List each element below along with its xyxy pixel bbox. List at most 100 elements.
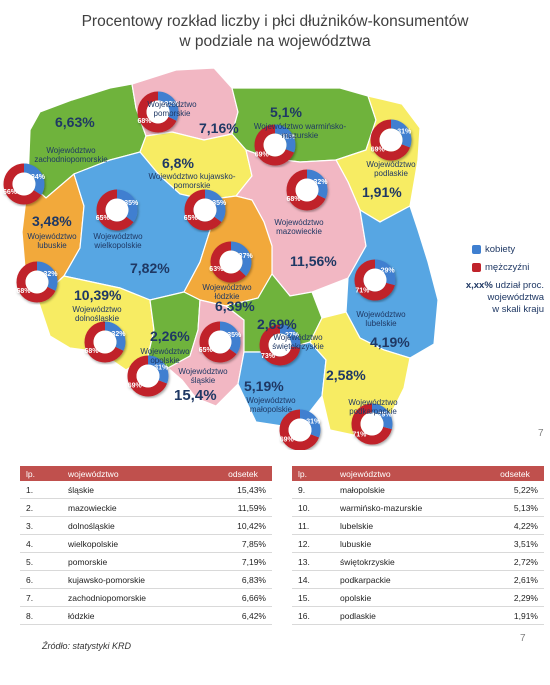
donut-men-label: 69% [371, 146, 386, 153]
donut-men-slice [259, 324, 301, 366]
donut-women-slice [157, 91, 179, 121]
legend-men: mężczyźni [472, 262, 529, 273]
donut-men-slice [137, 91, 177, 133]
source-note: Źródło: statystyki KRD [42, 641, 132, 651]
donut-men-label: 69% [280, 436, 295, 443]
donut-men-slice [96, 189, 134, 231]
donut-hole [363, 268, 387, 292]
donut-men-slice [370, 119, 411, 161]
donut-men-label: 65% [184, 215, 199, 222]
table-body-left: 1. śląskie 15,43% 2. mazowieckie 11,59% 3. doln… [20, 481, 272, 625]
map-page-number: 7 [538, 428, 544, 439]
cell-value: 6,66% [214, 588, 272, 607]
donut-men-label: 68% [84, 348, 99, 355]
cell-value: 4,22% [486, 516, 544, 535]
cell-region: warmińsko-mazurskie [334, 498, 486, 517]
donut-women-slice [147, 355, 169, 384]
donut-podlaskie: 31% 69% [370, 119, 412, 161]
cell-region: śląskie [62, 481, 214, 499]
share-dolnoslaskie: 10,39% [74, 287, 122, 303]
cell-lp: 11. [292, 516, 334, 535]
label-kujawsko-pomorskie: Województwo kujawsko-pomorskie [148, 172, 236, 190]
donut-women-slice [219, 321, 241, 355]
cell-lp: 13. [292, 552, 334, 571]
header-region: województwo [62, 466, 214, 481]
table-row: 6. kujawsko-pomorskie 6,83% [20, 570, 272, 589]
legend-men-label: mężczyźni [485, 262, 530, 273]
table-row: 16. podlaskie 1,91% [292, 606, 544, 625]
cell-lp: 1. [20, 481, 62, 499]
donut-hole [288, 418, 312, 442]
ranking-table-right: lp. województwo odsetek 9. małopolskie 5,2… [292, 466, 544, 625]
donut-men-label: 71% [352, 431, 367, 438]
table-row: 10. warmińsko-mazurskie 5,13% [292, 498, 544, 517]
donut-wielkopolskie: 35% 65% [96, 189, 139, 231]
legend-share-text-2: województwa [487, 292, 545, 303]
donut-women-label: 32% [44, 271, 59, 278]
legend-women-label: kobiety [485, 244, 516, 255]
donut-women-label: 27% [285, 332, 300, 339]
cell-lp: 8. [20, 606, 62, 625]
table-row: 7. zachodniopomorskie 6,66% [20, 588, 272, 607]
donut-hole [219, 250, 243, 274]
cell-region: podlaskie [334, 606, 486, 625]
donut-women-slice [390, 119, 412, 148]
share-opolskie: 2,26% [150, 328, 190, 344]
donut-malopolskie: 31% 69% [279, 409, 321, 450]
share-lubelskie: 4,19% [370, 334, 410, 350]
label-mazowieckie: Województwo mazowieckie [274, 218, 324, 236]
donut-men-label: 69% [128, 382, 143, 389]
donut-women-label: 37% [239, 253, 254, 260]
donut-zachodniopomorskie: 34% 66% [3, 163, 46, 205]
cell-lp: 15. [292, 588, 334, 607]
share-podlaskie: 1,91% [362, 184, 402, 200]
label-malopolskie: Województwo małopolskie [246, 396, 296, 414]
donut-women-label: 35% [227, 332, 242, 339]
donut-men-slice [16, 261, 56, 303]
ranking-table-left: lp. województwo odsetek 1. śląskie 15,43% 2… [20, 466, 272, 625]
voivodeship-regions [21, 67, 439, 437]
donut-women-slice [279, 324, 301, 348]
cell-lp: 9. [292, 481, 334, 499]
donut-hole [268, 333, 292, 357]
donut-men-slice [199, 321, 237, 363]
label-podkarpackie: Województwo podkarpackie [348, 398, 398, 416]
page-number: 7 [520, 633, 526, 644]
label-swietokrzyskie: Województwo świętokrzyskie [272, 333, 324, 351]
table-row: 14. podkarpackie 2,61% [292, 570, 544, 589]
donut-men-label: 69% [255, 151, 270, 158]
donut-hole [12, 172, 36, 196]
label-dolnoslaskie: Województwo dolnośląskie [72, 305, 122, 323]
donut-women-label: 32% [165, 101, 180, 108]
donut-men-slice [351, 403, 392, 445]
donut-men-label: 71% [355, 287, 370, 294]
cell-region: zachodniopomorskie [62, 588, 214, 607]
donut-swietokrzyskie: 27% 73% [259, 324, 301, 366]
cell-region: lubuskie [334, 534, 486, 553]
table-row: 13. świętokrzyskie 2,72% [292, 552, 544, 571]
donut-women-slice [230, 241, 252, 277]
donut-hole [208, 330, 232, 354]
label-podlaskie: Województwo podlaskie [366, 160, 416, 178]
table-row: 1. śląskie 15,43% [20, 481, 272, 499]
donut-hole [25, 270, 49, 294]
donut-women-label: 31% [306, 419, 321, 426]
donut-slaskie: 35% 65% [199, 321, 242, 363]
cell-value: 3,51% [486, 534, 544, 553]
donut-women-slice [36, 261, 58, 291]
donut-hole [295, 178, 319, 202]
cell-value: 1,91% [486, 606, 544, 625]
cell-lp: 14. [292, 570, 334, 589]
donut-women-slice [104, 321, 126, 351]
donut-women-label: 31% [154, 365, 169, 372]
donut-hole [93, 330, 117, 354]
cell-region: dolnośląskie [62, 516, 214, 535]
region-podkarpackie [309, 311, 411, 437]
donut-women-label: 32% [314, 179, 329, 186]
header-lp: lp. [20, 466, 62, 481]
title-line-2: w podziale na województwa [179, 33, 371, 50]
donut-women-label: 35% [124, 200, 139, 207]
cell-lp: 16. [292, 606, 334, 625]
gender-donuts: 34% 66% 32% 68% 31% 69% 31% 69% 35% 65% 32% 68% 35% 6… [3, 91, 412, 450]
table-row: 12. lubuskie 3,51% [292, 534, 544, 553]
